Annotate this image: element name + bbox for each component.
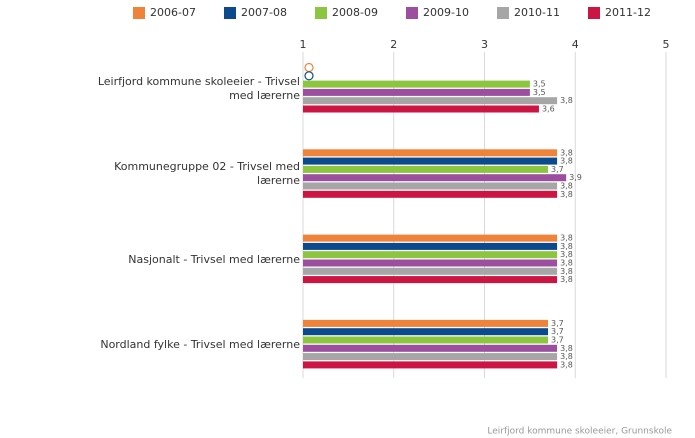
value-label: 3,8 (560, 234, 573, 243)
bar (303, 97, 558, 105)
value-label: 3,8 (560, 267, 573, 276)
x-tick-label: 1 (300, 38, 307, 51)
category-label: Nordland fylke - Trivsel med lærerne (100, 337, 300, 351)
bar (303, 353, 558, 361)
bar (303, 105, 539, 113)
legend-swatch (406, 7, 418, 19)
value-label: 3,8 (560, 157, 573, 166)
legend-label: 2008-09 (332, 6, 378, 19)
bar (303, 242, 558, 250)
legend-swatch (224, 7, 236, 19)
x-tick-label: 3 (481, 38, 488, 51)
value-label: 3,7 (551, 336, 564, 345)
bar (303, 259, 558, 267)
x-tick-label: 5 (663, 38, 670, 51)
legend-label: 2007-08 (241, 6, 287, 19)
bar (303, 190, 558, 198)
value-label: 3,8 (560, 352, 573, 361)
bar (303, 149, 558, 157)
bar (303, 157, 558, 165)
value-label: 3,5 (533, 88, 546, 97)
bar (303, 344, 558, 352)
category-label: Kommunegruppe 02 - Trivsel med lærerne (114, 160, 300, 188)
value-label: 3,7 (551, 165, 564, 174)
legend-swatch (588, 7, 600, 19)
legend-swatch (133, 7, 145, 19)
bar (303, 361, 558, 369)
category-label: Nasjonalt - Trivsel med lærerne (128, 252, 300, 266)
bar (303, 182, 558, 190)
value-label: 3,6 (542, 105, 555, 114)
bar (303, 251, 558, 259)
bar (303, 336, 549, 344)
value-label: 3,5 (533, 80, 546, 89)
value-label: 3,8 (560, 242, 573, 251)
bar (303, 88, 530, 96)
category-label: Leirfjord kommune skoleeier - Trivsel me… (97, 74, 300, 102)
value-label: 3,8 (560, 250, 573, 259)
value-label: 3,9 (569, 173, 582, 182)
bar (303, 319, 549, 327)
value-label: 3,8 (560, 182, 573, 191)
missing-icon (304, 62, 314, 73)
bar (303, 165, 549, 173)
value-label: 3,8 (560, 344, 573, 353)
value-label: 3,7 (551, 327, 564, 336)
value-label: 3,8 (560, 96, 573, 105)
x-tick-label: 2 (390, 38, 397, 51)
legend-label: 2006-07 (150, 6, 196, 19)
value-label: 3,8 (560, 259, 573, 268)
bar (303, 174, 567, 182)
value-label: 3,8 (560, 190, 573, 199)
bar (303, 267, 558, 275)
value-label: 3,7 (551, 319, 564, 328)
x-tick-label: 4 (572, 38, 579, 51)
value-label: 3,8 (560, 360, 573, 369)
bar (303, 234, 558, 242)
bar (303, 276, 558, 284)
source: Leirfjord kommune skoleeier, Grunnskole (487, 427, 672, 437)
legend-label: 2009-10 (423, 6, 469, 19)
missing-icon (304, 71, 314, 81)
legend-label: 2010-11 (514, 6, 560, 19)
value-label: 3,8 (560, 148, 573, 157)
legend-swatch (497, 7, 509, 19)
bar (303, 328, 549, 336)
bar (303, 80, 530, 88)
value-label: 3,8 (560, 275, 573, 284)
legend-label: 2011-12 (605, 6, 651, 19)
legend-swatch (315, 7, 327, 19)
